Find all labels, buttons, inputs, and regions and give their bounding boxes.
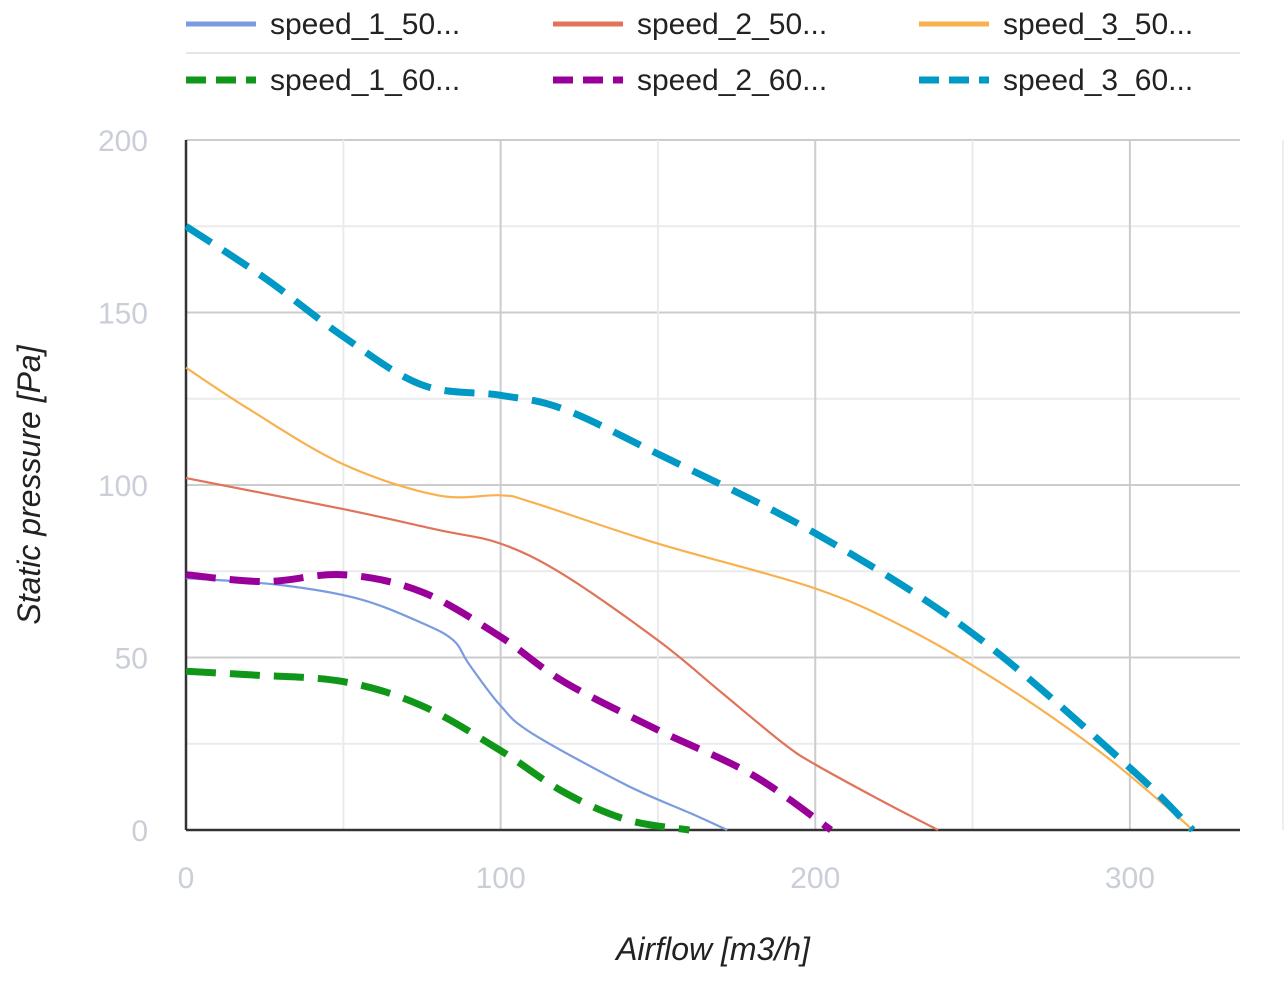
y-tick-label: 50 [115, 643, 148, 676]
legend-label-5[interactable]: speed_2_60... [637, 64, 827, 97]
x-tick-label: 0 [178, 862, 195, 895]
x-axis-title: Airflow [m3/h] [614, 931, 811, 967]
y-tick-label: 200 [98, 125, 148, 158]
series-group [184, 223, 1196, 834]
series-line-2[interactable] [185, 477, 939, 831]
y-tick-label: 100 [98, 470, 148, 503]
x-tick-label: 100 [476, 862, 526, 895]
series-line-1[interactable] [185, 577, 728, 831]
y-axis-title: Static pressure [Pa] [11, 344, 47, 624]
series-line-4[interactable] [185, 667, 690, 834]
series-line-3[interactable] [185, 366, 1194, 831]
legend-label-1[interactable]: speed_1_50... [270, 8, 460, 41]
gridlines [186, 139, 1240, 830]
series-line-5[interactable] [185, 570, 834, 833]
legend-label-4[interactable]: speed_1_60... [270, 64, 460, 97]
y-tick-label: 150 [98, 298, 148, 331]
x-tick-label: 300 [1105, 862, 1155, 895]
axes [184, 140, 1240, 832]
legend-label-2[interactable]: speed_2_50... [637, 8, 827, 41]
y-tick-label: 0 [131, 815, 148, 848]
x-tick-label: 200 [790, 862, 840, 895]
series-line-6[interactable] [184, 223, 1196, 833]
chart-legend[interactable]: speed_1_50... speed_2_50... speed_3_50...s… [186, 8, 1193, 97]
legend-label-3[interactable]: speed_3_50... [1003, 8, 1193, 41]
tick-labels: 0 50 100 150 200 0 100 200 300 [98, 125, 1155, 895]
legend-label-6[interactable]: speed_3_60... [1003, 64, 1193, 97]
